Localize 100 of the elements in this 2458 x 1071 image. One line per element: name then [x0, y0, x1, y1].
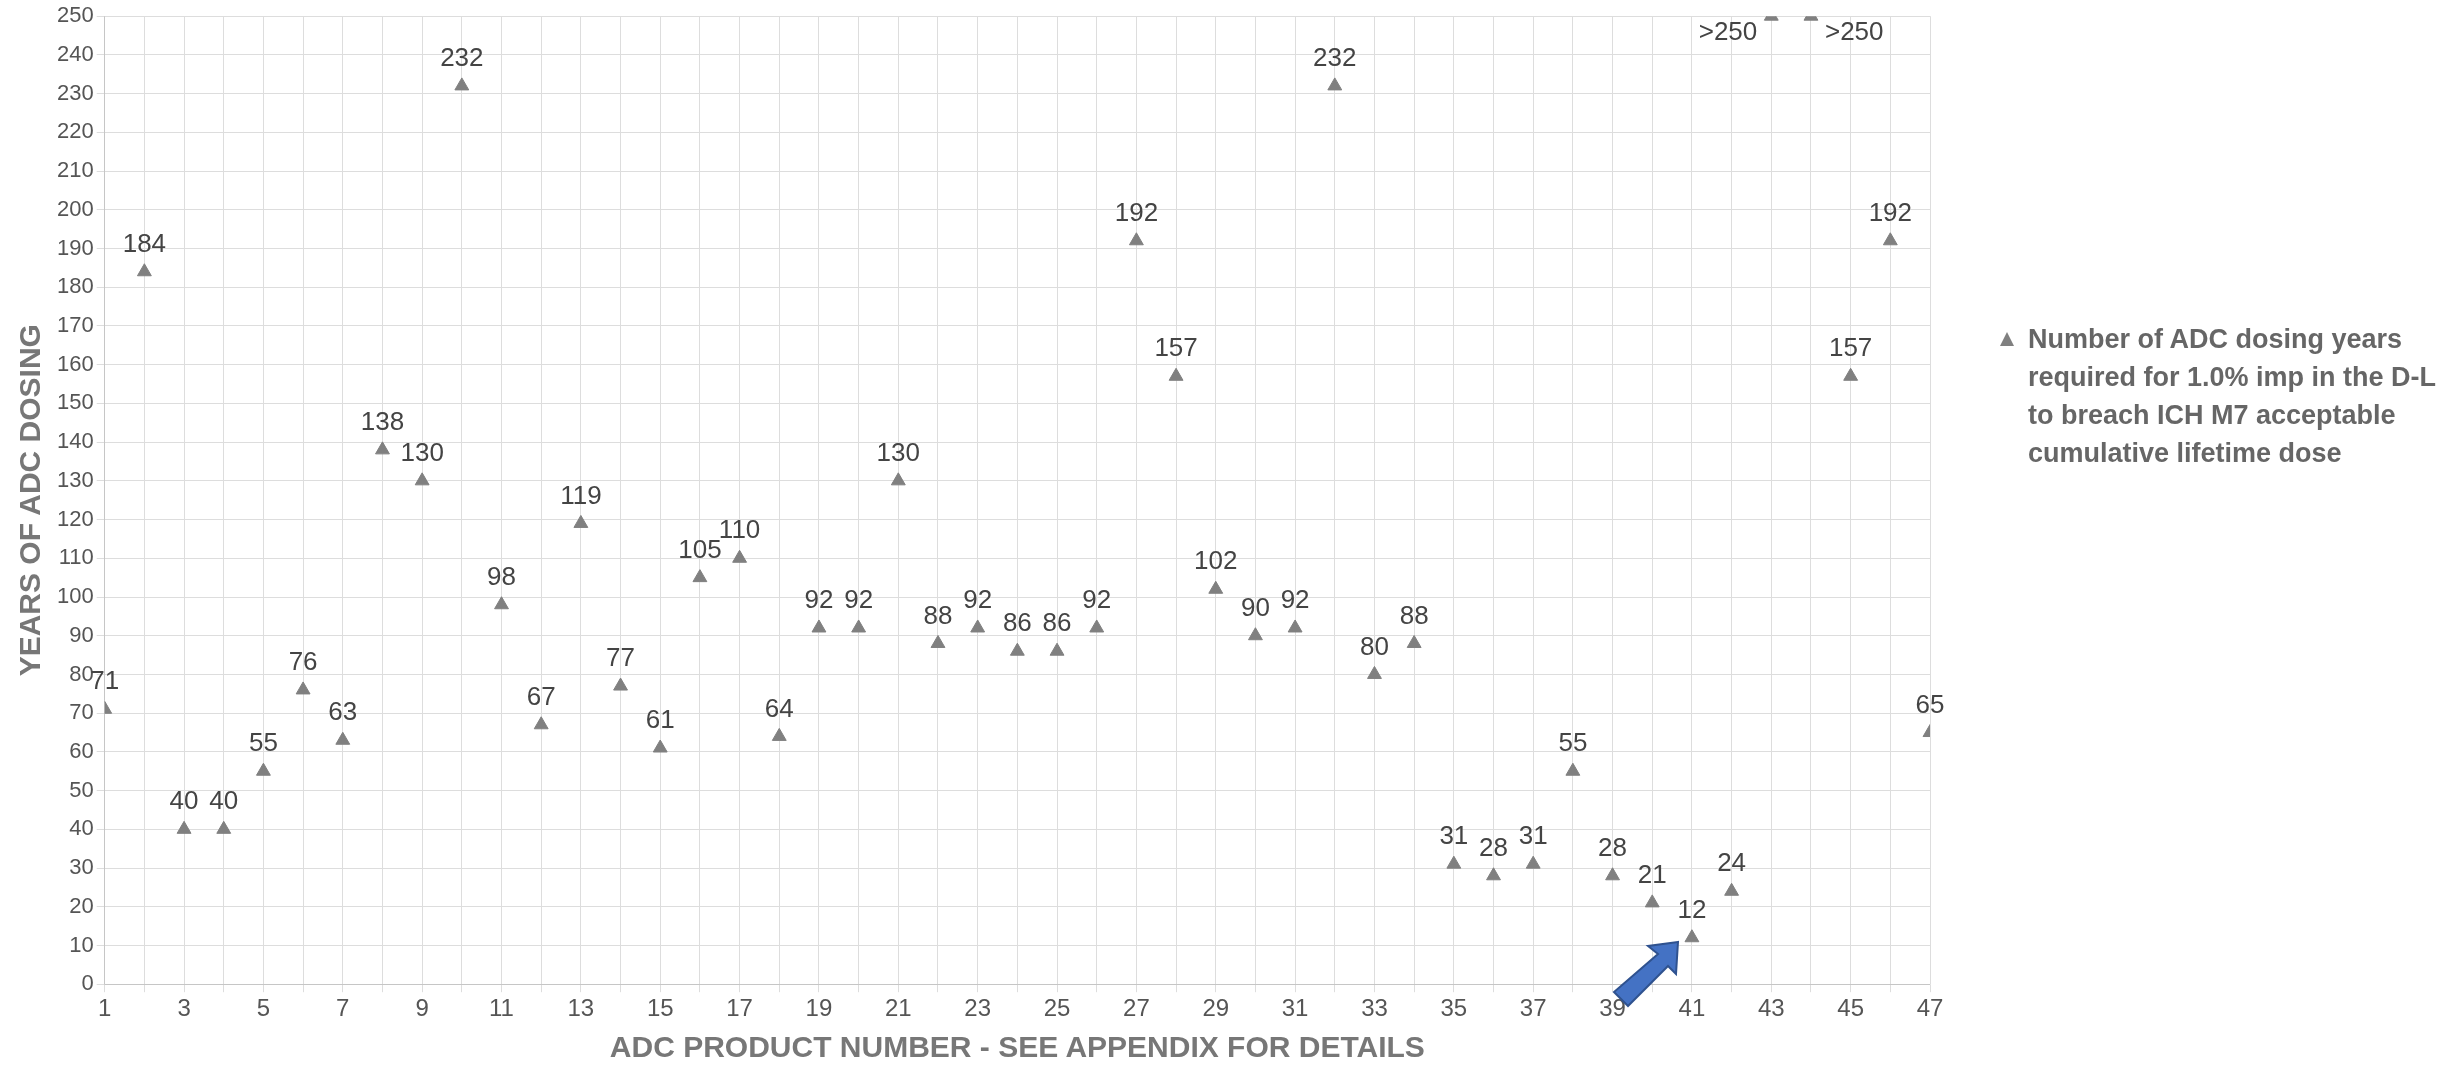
point — [1525, 855, 1541, 869]
point — [533, 716, 549, 730]
x-tick-label: 37 — [1519, 994, 1547, 1022]
y-tick-label: 70 — [69, 699, 94, 725]
x-tick-label: 19 — [805, 994, 833, 1022]
y-tick-label: 0 — [81, 970, 94, 996]
data-label: 86 — [1042, 607, 1072, 638]
data-label: 92 — [963, 584, 993, 615]
point — [1327, 77, 1343, 91]
point — [1882, 232, 1898, 246]
x-tick-label: 23 — [964, 994, 992, 1022]
point — [136, 263, 152, 277]
data-label: 77 — [606, 642, 636, 673]
x-axis-title: ADC PRODUCT NUMBER - SEE APPENDIX FOR DETAILS — [609, 1030, 1425, 1064]
point — [1128, 232, 1144, 246]
data-label: 90 — [1240, 591, 1270, 622]
y-tick-label: 220 — [56, 118, 94, 144]
point — [1724, 882, 1740, 896]
data-label: 28 — [1479, 831, 1508, 862]
data-label: 157 — [1154, 332, 1198, 363]
data-label: 64 — [764, 692, 794, 723]
data-label: 102 — [1194, 545, 1238, 576]
point — [256, 762, 271, 776]
point — [732, 549, 748, 563]
y-tick-label: 200 — [56, 195, 94, 221]
data-label: 192 — [1114, 196, 1159, 227]
data-label: 76 — [288, 646, 318, 677]
y-tick-label: 10 — [69, 931, 94, 957]
x-tick-label: 3 — [177, 994, 191, 1022]
y-tick-label: 120 — [56, 505, 94, 531]
data-label: >250 — [1824, 16, 1884, 47]
data-label: 157 — [1828, 332, 1873, 363]
data-label: 31 — [1439, 820, 1469, 851]
data-label: 67 — [526, 680, 556, 711]
data-label: 12 — [1677, 893, 1707, 924]
y-tick-label: 160 — [56, 350, 94, 376]
data-label: 61 — [645, 704, 675, 735]
point — [494, 596, 509, 610]
point — [771, 727, 787, 741]
point — [335, 731, 351, 745]
data-label: 31 — [1518, 820, 1548, 851]
point — [811, 619, 827, 633]
x-tick-label: 9 — [415, 994, 429, 1022]
point — [970, 619, 986, 633]
data-label: 55 — [248, 727, 278, 758]
y-tick-label: 150 — [56, 389, 94, 415]
y-tick-label: 110 — [58, 544, 94, 570]
point — [176, 820, 192, 834]
data-label: 92 — [804, 584, 834, 615]
point — [613, 677, 628, 691]
point — [573, 514, 589, 528]
data-label: 88 — [923, 599, 953, 630]
data-label: 119 — [560, 479, 602, 510]
y-tick-label: 140 — [56, 428, 94, 454]
y-tick-label: 30 — [69, 854, 94, 880]
data-label: 232 — [440, 42, 484, 73]
y-tick-label: 230 — [56, 79, 94, 105]
data-label: 86 — [1002, 607, 1032, 638]
data-label: 232 — [1313, 42, 1357, 73]
data-label: 28 — [1598, 831, 1628, 862]
y-axis-title: YEARS OF ADC DOSING — [13, 324, 47, 677]
y-tick-label: 40 — [69, 815, 94, 841]
y-tick-label: 170 — [56, 312, 94, 338]
point — [1605, 867, 1620, 881]
x-tick-label: 33 — [1361, 994, 1388, 1022]
data-label: 88 — [1399, 599, 1429, 630]
point — [851, 619, 867, 633]
y-tick-label: 130 — [56, 466, 94, 492]
data-label: 40 — [209, 785, 239, 816]
point — [1208, 580, 1224, 594]
x-tick-label: 13 — [567, 994, 595, 1022]
x-tick-label: 17 — [726, 994, 753, 1022]
y-tick-label: 60 — [69, 737, 94, 763]
point — [1009, 642, 1025, 656]
point — [692, 569, 708, 583]
data-label: 24 — [1717, 847, 1747, 878]
point — [1486, 867, 1501, 881]
y-tick-label: 180 — [56, 273, 94, 299]
y-tick-label: 250 — [56, 2, 94, 28]
point — [1367, 665, 1382, 679]
x-tick-label: 21 — [884, 994, 912, 1022]
y-tick-label: 100 — [56, 583, 94, 609]
point — [1089, 619, 1105, 633]
data-label: 192 — [1868, 196, 1913, 227]
x-tick-label: 31 — [1281, 994, 1309, 1022]
point — [454, 77, 470, 91]
point — [930, 634, 946, 648]
data-label: 55 — [1558, 727, 1588, 758]
point — [1684, 929, 1700, 943]
data-label: 63 — [328, 696, 358, 727]
data-label: 130 — [876, 437, 921, 468]
x-tick-label: 45 — [1837, 994, 1864, 1022]
point — [1644, 894, 1660, 908]
y-tick-label: 240 — [56, 40, 94, 66]
point — [652, 739, 668, 753]
point — [1168, 367, 1184, 381]
data-label: 92 — [1082, 584, 1112, 615]
y-tick-label: 190 — [56, 234, 94, 260]
data-label: 80 — [1360, 630, 1389, 661]
y-tick-label: 20 — [69, 892, 94, 918]
